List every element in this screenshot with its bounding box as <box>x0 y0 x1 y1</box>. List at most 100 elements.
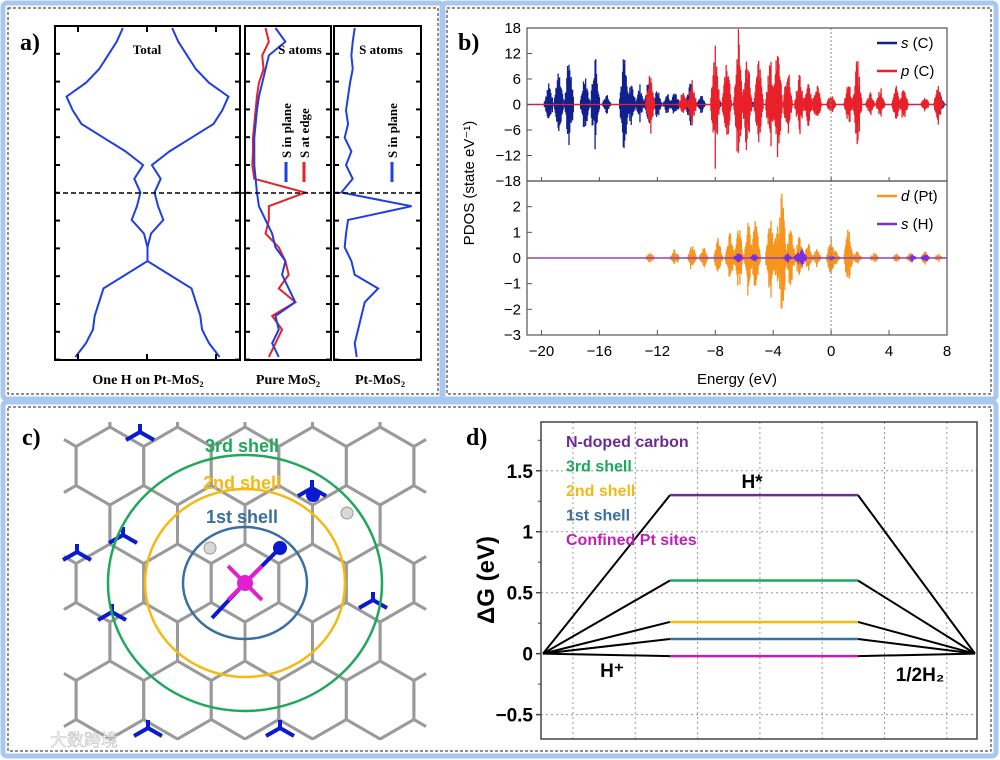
watermark: 大数跨境 <box>50 731 118 750</box>
x-tick-label: −12 <box>645 343 670 360</box>
path-Confined Pt sites <box>542 652 671 658</box>
nitrogen-site <box>125 424 155 442</box>
panel-label-d: d) <box>466 425 487 451</box>
legend-rest: (C) <box>909 63 934 80</box>
lattice-bond <box>210 425 246 448</box>
legend-label: p (C) <box>900 63 934 80</box>
y-tick-label: 0 <box>513 250 521 267</box>
path-N-doped carbon <box>857 494 976 655</box>
lattice-bond <box>109 659 145 682</box>
x-tick-label: −4 <box>765 343 782 360</box>
y-tick-label: 0.5 <box>507 584 534 605</box>
panel-b-legend: s (C)p (C)d (Pt)s (H) <box>877 35 938 233</box>
lattice-bond <box>345 659 381 682</box>
panel-a-frame <box>0 0 446 402</box>
legend-italic: d <box>901 188 910 205</box>
panel-d-marks <box>542 493 976 658</box>
legend-pt-s-in-plane: S in plane <box>385 103 400 158</box>
legend-label: 2nd shell <box>566 483 635 500</box>
lattice-bond <box>109 718 145 741</box>
panel-a-ticks <box>55 25 421 361</box>
lattice-bond <box>379 718 415 741</box>
lattice-bond <box>244 659 280 682</box>
lattice-bond <box>109 425 145 448</box>
lattice-bond <box>210 484 246 507</box>
y-tick-label: −0.5 <box>495 706 533 727</box>
path-2nd shell <box>542 620 671 655</box>
y-tick-label: 6 <box>513 71 521 88</box>
lattice-bond <box>413 718 427 728</box>
y-tick-label: 0 <box>513 97 521 114</box>
nitrogen-site <box>62 544 92 562</box>
lattice-bond <box>176 659 212 682</box>
legend-label: s (C) <box>901 35 934 52</box>
panel-label-a: a) <box>20 30 40 56</box>
legend-rest: (H) <box>909 216 934 233</box>
lattice-bond <box>345 601 381 624</box>
lattice-bond <box>63 601 77 611</box>
nitrogen-site <box>265 720 295 738</box>
path-N-doped carbon <box>542 494 671 655</box>
lattice-bond <box>142 542 179 565</box>
state-label-half-h2: 1/2H₂ <box>896 665 945 686</box>
lattice-bond <box>176 601 212 624</box>
lattice-bond <box>63 438 77 448</box>
lattice-bond <box>345 542 381 565</box>
lattice-bond <box>210 718 246 741</box>
lattice-bond <box>176 425 212 448</box>
panel-b-xlabel: Energy (eV) <box>697 371 777 388</box>
y-tick-label: −2 <box>504 301 521 318</box>
panel-d-energy-diagram: 1.5 1 0.5 0 −0.5 ΔG (eV) N-doped carbon 3rd s… <box>473 421 978 740</box>
panel-a-dashed-border <box>7 7 439 395</box>
y-tick-label: −3 <box>504 327 521 344</box>
legend-pure: S in plane S at edge S in plane <box>279 103 400 182</box>
x-tick-label: −20 <box>529 343 554 360</box>
legend-s-at-edge: S at edge <box>297 108 312 158</box>
x-tick-label: 4 <box>885 343 893 360</box>
y-tick-label: −6 <box>504 122 521 139</box>
lattice-bond <box>75 484 111 507</box>
panel-b-dashed-border <box>446 7 992 395</box>
panel-b-ticks: 18 12 6 0 −6 −12 −18 2 1 0 −1 −2 −3 −20 −16 −12 −8 −4 0 4 8 <box>496 20 952 360</box>
path-3rd shell <box>542 579 671 655</box>
y-tick-label: −18 <box>496 173 521 190</box>
nitrogen-atom <box>273 541 287 555</box>
lattice-bond <box>109 601 145 624</box>
lattice-bond <box>311 718 348 741</box>
lattice-bond <box>311 542 348 565</box>
legend-italic: s <box>901 216 909 233</box>
platinum-atom <box>237 575 253 591</box>
lattice-bond <box>311 425 348 448</box>
y-tick-label: −1 <box>504 276 521 293</box>
lattice-bond <box>75 542 111 565</box>
lattice-bond <box>210 659 246 682</box>
lattice-bond <box>63 672 77 682</box>
lattice-bond <box>244 425 280 448</box>
total-dos-line <box>65 27 149 358</box>
lattice-bond <box>75 425 111 448</box>
lattice-bond <box>413 555 427 565</box>
hydrogen-atom <box>203 541 217 555</box>
nitrogen-site <box>108 527 138 545</box>
lattice-bond <box>379 659 415 682</box>
lattice-bond <box>278 542 314 565</box>
panel-b-ylabel: PDOS (state eV⁻¹) <box>461 121 478 246</box>
path-2nd shell <box>857 620 976 655</box>
lattice-bond <box>278 718 314 741</box>
lattice-bond <box>210 542 246 565</box>
lattice-bond <box>345 425 381 448</box>
lattice-bond <box>244 718 280 741</box>
panel-d-legend: N-doped carbon 3rd shell 2nd shell 1st shel… <box>566 434 697 549</box>
hydrogen-atom <box>340 506 354 520</box>
panel-cd-dashed-border <box>7 406 992 752</box>
lattice-bond <box>244 484 280 507</box>
y-tick-label: −12 <box>496 148 521 165</box>
panel-d-ylabel: ΔG (eV) <box>473 536 500 624</box>
path-1st shell <box>542 638 671 655</box>
panel-b-marks <box>527 29 947 309</box>
lattice-bond <box>142 659 179 682</box>
state-label-h-star: H* <box>741 472 763 493</box>
lattice-bond <box>278 425 314 448</box>
lattice-bond <box>75 659 111 682</box>
